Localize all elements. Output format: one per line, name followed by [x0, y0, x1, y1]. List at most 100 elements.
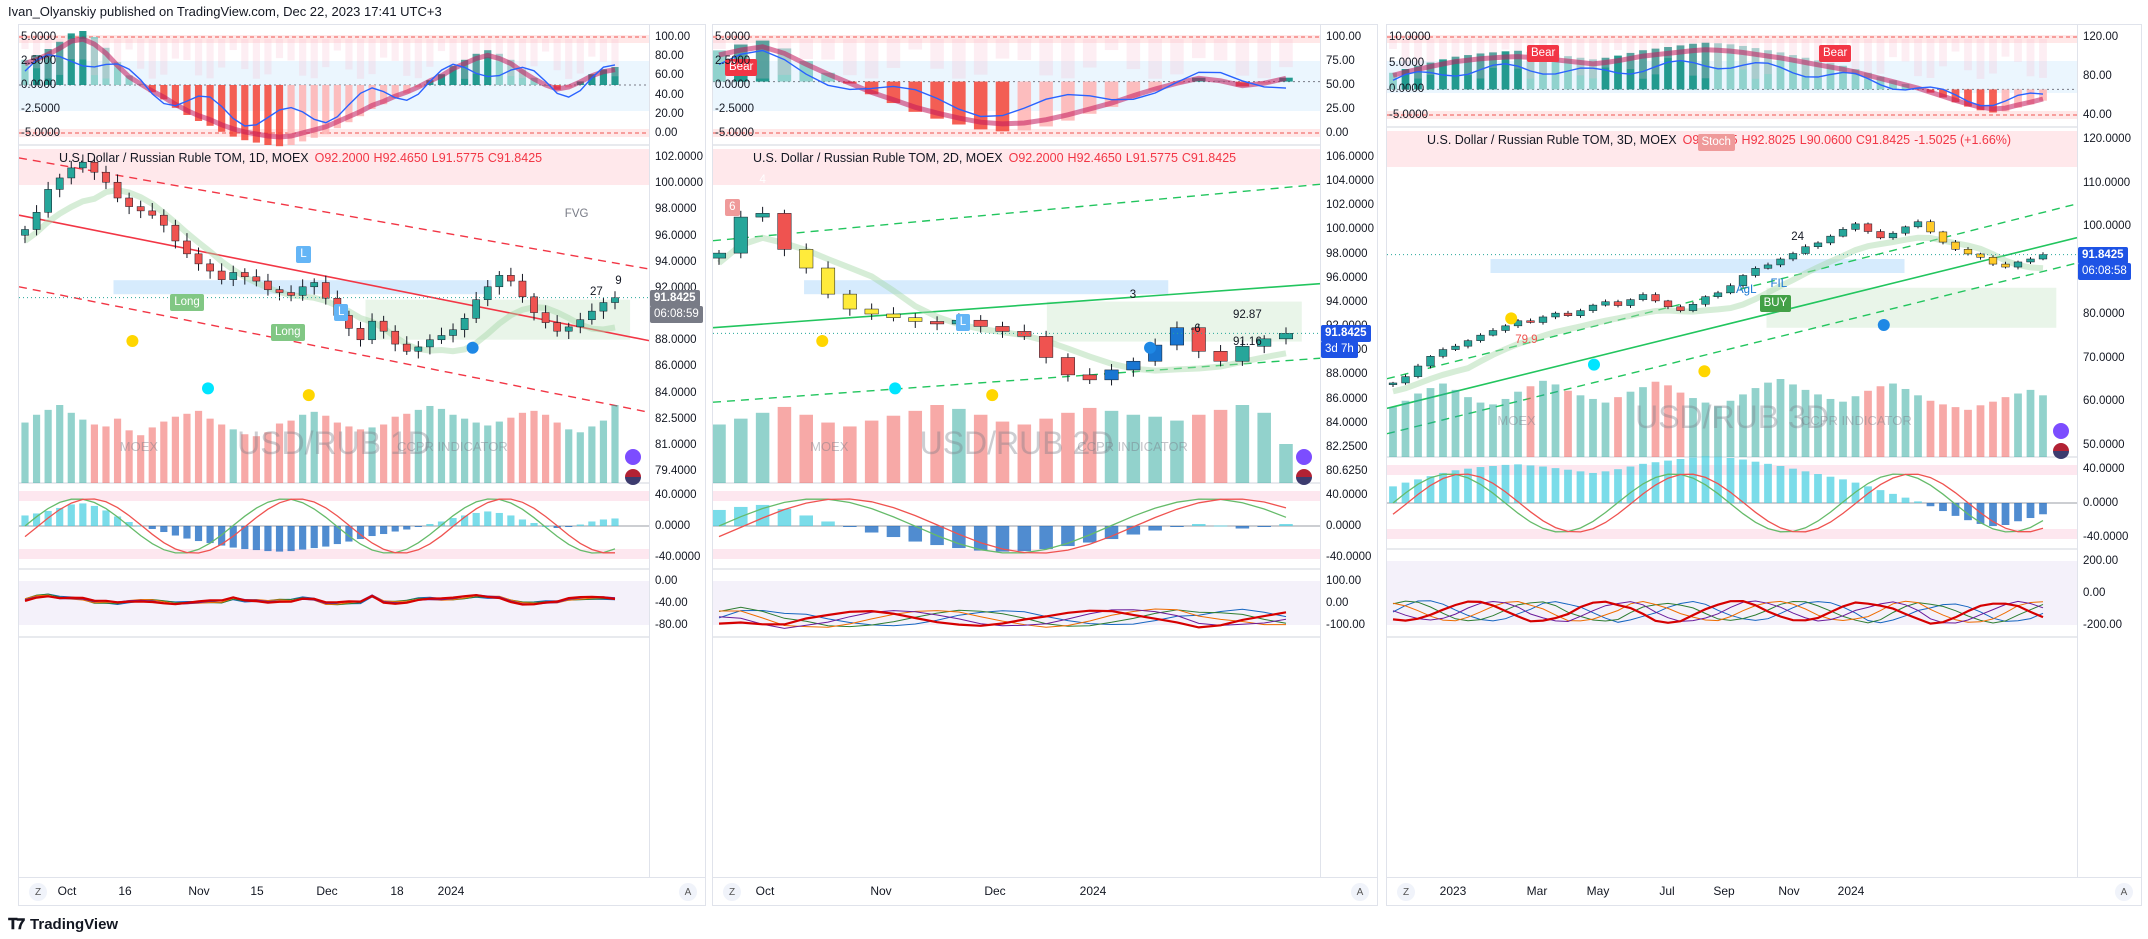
auto-scale-button[interactable]: A	[1351, 883, 1369, 901]
candle-body	[32, 212, 41, 230]
momentum-bar	[1826, 476, 1835, 503]
osc-bg-column	[125, 39, 133, 50]
osc-histogram-bar	[1514, 50, 1522, 90]
momentum-bar	[2001, 503, 2010, 526]
momentum-bar	[368, 526, 376, 537]
candle-body	[1588, 304, 1598, 311]
osc-bg-column	[1889, 39, 1897, 58]
volume-bar	[67, 412, 75, 483]
candle-body	[2001, 263, 2010, 268]
chart-panel-3d[interactable]: USD/RUB 3D MOEX CCPR INDICATOR U.S. Dollar …	[1386, 24, 2142, 906]
momentum-bar	[218, 526, 226, 546]
zoom-reset-button[interactable]: Z	[1397, 883, 1415, 901]
bear-label: Bear	[1527, 45, 1560, 62]
osc-histogram-bar	[1664, 47, 1672, 90]
x-tick-label: Oct	[755, 884, 775, 898]
momentum-bar	[1426, 476, 1435, 503]
osc-bg-column	[1964, 39, 1972, 71]
fvg-zone	[804, 280, 1169, 295]
time-axis[interactable]: Z A 2023 Mar May Jul Sep Nov 2024	[1387, 877, 2141, 905]
candle-body	[379, 320, 388, 332]
volume-bar	[1257, 412, 1271, 483]
candle-body	[275, 289, 284, 293]
price-axis[interactable]	[2077, 25, 2141, 877]
y-tick-price: 120.0000	[2083, 133, 2131, 145]
price-axis[interactable]	[649, 25, 705, 877]
momentum-bar	[472, 512, 480, 526]
price-axis[interactable]	[1320, 25, 1377, 877]
momentum-bar	[1626, 466, 1635, 503]
osc-histogram-bar	[1551, 54, 1560, 90]
chart-plot-area	[713, 35, 1320, 638]
volume-bar	[310, 411, 318, 483]
osc-histogram-bar	[368, 85, 376, 109]
osc-histogram-bar	[241, 85, 249, 141]
volume-bar	[391, 416, 399, 483]
time-axis[interactable]: Z A Oct Nov Dec 2024	[713, 877, 1377, 905]
alert-lightning-icon[interactable]	[625, 449, 641, 465]
time-axis[interactable]: Z A Oct 16 Nov 15 Dec 18 2024	[19, 877, 705, 905]
volume-bar	[1526, 386, 1535, 457]
candle-body	[1538, 316, 1548, 323]
alert-lightning-icon[interactable]	[1296, 449, 1312, 465]
volume-bar	[461, 418, 469, 483]
candle-body	[1676, 306, 1685, 311]
volume-bar	[886, 415, 901, 483]
candle-body	[1501, 325, 1510, 331]
osc-bg-column	[1714, 39, 1722, 68]
x-tick-label: Dec	[984, 884, 1006, 898]
candle-body	[1126, 360, 1141, 371]
volume-bar	[1170, 420, 1184, 483]
osc-bg-column	[44, 39, 52, 79]
volume-bar	[356, 429, 365, 483]
osc-bg-column	[2039, 39, 2047, 78]
alert-lightning-icon[interactable]	[2053, 423, 2069, 439]
candle-body	[426, 339, 434, 348]
candle-body	[1438, 349, 1448, 357]
candle-body	[1963, 249, 1973, 255]
volume-bar	[755, 412, 770, 483]
candle-body	[368, 320, 376, 341]
footer-brand[interactable]: 𝐓𝟕 TradingView	[8, 913, 118, 935]
y-tick-top: 0.00	[655, 127, 678, 139]
auto-scale-button[interactable]: A	[2115, 883, 2133, 901]
zoom-reset-button[interactable]: Z	[29, 883, 47, 901]
symbol-legend[interactable]: U.S. Dollar / Russian Ruble TOM, 2D, MOE…	[753, 151, 1240, 165]
candle-body	[864, 308, 879, 315]
channel-upper-line	[19, 157, 649, 270]
osc-bg-column	[299, 39, 307, 76]
momentum-bar	[1751, 461, 1760, 503]
osc-histogram-bar	[507, 59, 515, 85]
osc-bg-column	[1414, 39, 1422, 79]
y-tick-price: 94.0000	[1326, 295, 1368, 308]
symbol-legend[interactable]: U.S. Dollar / Russian Ruble TOM, 1D, MOE…	[59, 151, 546, 165]
momentum-bar	[1539, 466, 1547, 503]
chart-panel-1d[interactable]: USD/RUB 1D MOEX CCPR INDICATOR U.S. Dollar …	[18, 24, 706, 906]
auto-scale-button[interactable]: A	[679, 883, 697, 901]
y-tick-top-left: -5.0000	[1389, 109, 1429, 121]
osc-histogram-bar	[1039, 81, 1053, 127]
channel-upper-line	[713, 183, 1320, 242]
momentum-bar	[1951, 503, 1960, 516]
candle-body	[995, 326, 1010, 332]
volume-bar	[1951, 407, 1960, 457]
bottom-oscillator-line	[718, 609, 1287, 629]
momentum-bar	[1213, 525, 1228, 527]
chart-panel-2d[interactable]: USD/RUB 2D MOEX CCPR INDICATOR U.S. Dollar …	[712, 24, 1378, 906]
osc-histogram-bar	[1601, 57, 1610, 90]
y-tick-top-left: 10.0000	[1389, 31, 1431, 43]
volume-bar	[1764, 382, 1772, 457]
osc-bg-column	[530, 39, 538, 67]
zoom-reset-button[interactable]: Z	[723, 883, 741, 901]
trend-line	[713, 282, 1320, 329]
osc-bg-column	[206, 39, 214, 79]
y-tick-top: 120.00	[2083, 31, 2119, 43]
osc-bg-column	[886, 39, 901, 68]
candle-body	[1191, 327, 1206, 352]
bottom-oscillator-line	[1392, 600, 2044, 624]
osc-histogram-bar	[1889, 80, 1897, 90]
y-tick-top-left: -5.0000	[715, 127, 755, 139]
candle-body	[1576, 310, 1585, 316]
osc-histogram-bar	[1639, 50, 1647, 90]
osc-histogram-bar	[1464, 55, 1472, 90]
